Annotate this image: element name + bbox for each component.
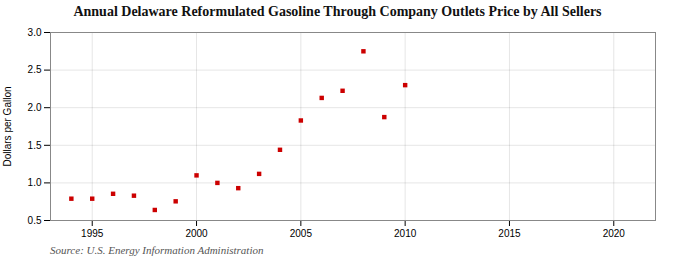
svg-text:Dollars per Gallon: Dollars per Gallon bbox=[2, 86, 13, 166]
svg-text:2020: 2020 bbox=[603, 228, 626, 239]
svg-text:2000: 2000 bbox=[185, 228, 208, 239]
html-text:Annual Delaware Reformulated G: Annual Delaware Reformulated Gasoline Th… bbox=[73, 4, 602, 19]
svg-text:1.5: 1.5 bbox=[28, 140, 42, 151]
svg-text:1995: 1995 bbox=[81, 228, 104, 239]
svg-text:0.5: 0.5 bbox=[28, 215, 42, 226]
svg-text:2015: 2015 bbox=[498, 228, 521, 239]
svg-text:2005: 2005 bbox=[290, 228, 313, 239]
svg-text:3.0: 3.0 bbox=[28, 27, 42, 38]
svg-text:1.0: 1.0 bbox=[28, 177, 42, 188]
svg-text:2010: 2010 bbox=[394, 228, 417, 239]
html-text:Source: U.S. Energy Informatio: Source: U.S. Energy Information Administ… bbox=[50, 244, 264, 256]
svg-text:2.5: 2.5 bbox=[28, 64, 42, 75]
svg-text:2.0: 2.0 bbox=[28, 102, 42, 113]
